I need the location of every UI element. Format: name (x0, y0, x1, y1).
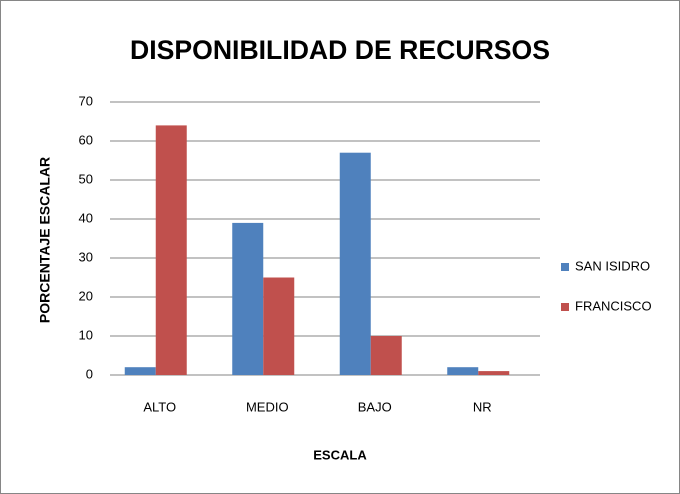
chart-title: DISPONIBILIDAD DE RECURSOS (130, 35, 550, 65)
legend-swatch (561, 303, 569, 311)
legend-swatch (561, 263, 569, 271)
y-tick-label: 70 (79, 93, 93, 108)
bar (263, 277, 295, 375)
bar (478, 371, 510, 375)
bar (447, 367, 479, 375)
y-tick-label: 10 (79, 327, 93, 342)
y-tick-label: 50 (79, 171, 93, 186)
x-tick-label: ALTO (143, 399, 176, 414)
x-tick-label: BAJO (358, 399, 392, 414)
bar (339, 152, 371, 375)
bar (370, 336, 402, 375)
legend-label: FRANCISCO (575, 298, 652, 313)
bar (124, 367, 156, 375)
y-axis-label: PORCENTAJE ESCALAR (37, 157, 53, 323)
x-tick-label: NR (473, 399, 492, 414)
x-tick-label: MEDIO (246, 399, 289, 414)
bar (232, 222, 264, 375)
x-axis-label: ESCALA (313, 447, 367, 462)
y-tick-label: 20 (79, 288, 93, 303)
bar (155, 125, 187, 376)
y-tick-label: 60 (79, 132, 93, 147)
y-tick-label: 30 (79, 249, 93, 264)
y-tick-label: 0 (86, 366, 93, 381)
legend-label: SAN ISIDRO (575, 258, 650, 273)
y-tick-label: 40 (79, 210, 93, 225)
